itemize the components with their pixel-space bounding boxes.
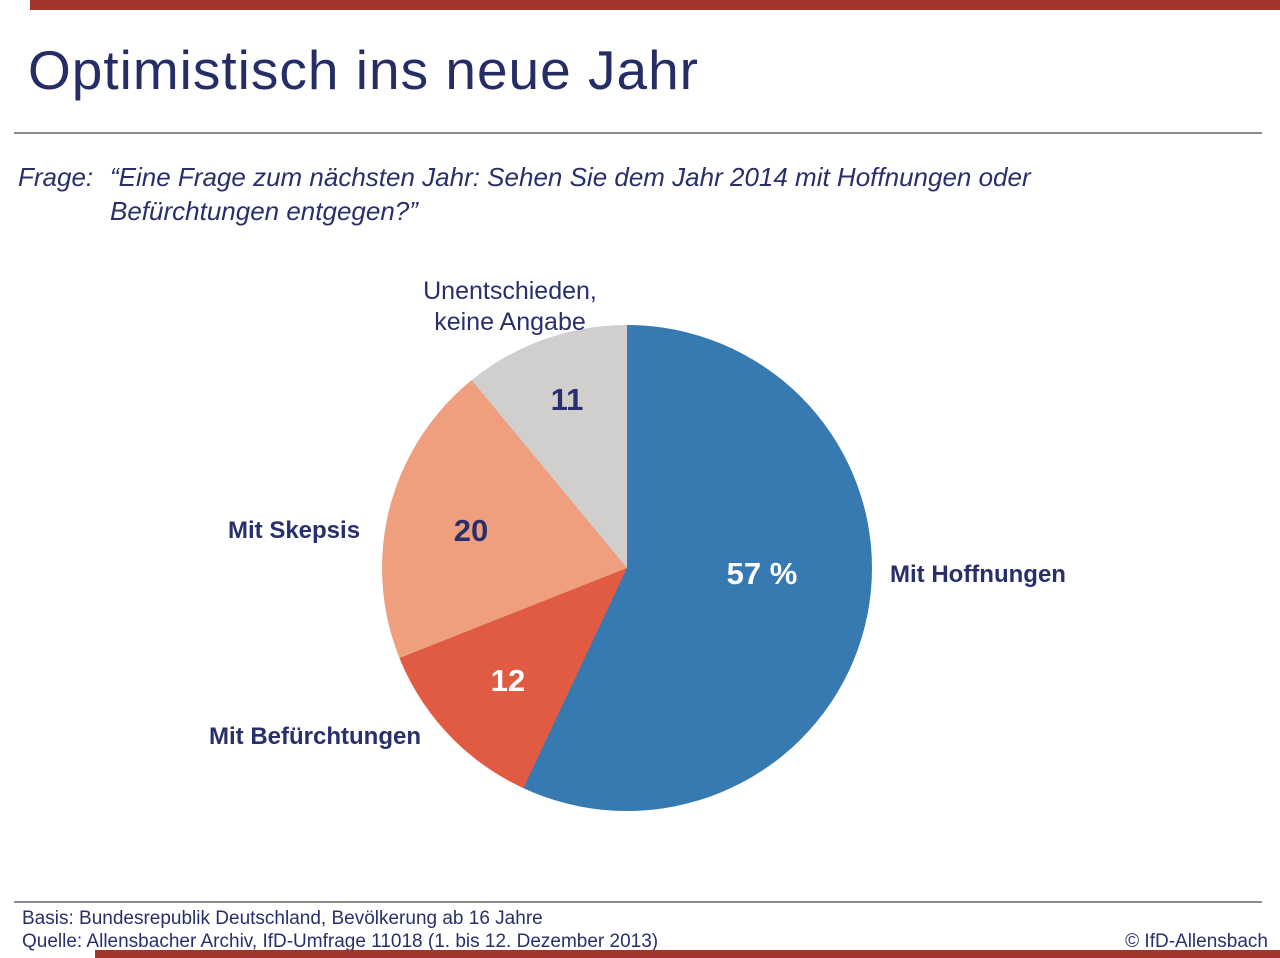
basis-note: Basis: Bundesrepublik Deutschland, Bevöl… bbox=[22, 908, 543, 929]
source-note: Quelle: Allensbacher Archiv, IfD-Umfrage… bbox=[22, 931, 659, 952]
pie-value-mit-befuerchtungen: 12 bbox=[490, 663, 526, 698]
pie-label-unentschieden: Unentschieden, keine Angabe bbox=[423, 276, 597, 338]
pie-label-unentschieden-line: Unentschieden, bbox=[423, 277, 597, 305]
question-label: Frage: bbox=[18, 162, 94, 192]
footer-separator-line bbox=[14, 901, 1262, 903]
pie-value-mit-skepsis: 20 bbox=[453, 513, 489, 548]
pie-value-mit-hoffnungen: 57 % bbox=[726, 556, 798, 591]
top-accent-bar bbox=[30, 0, 1280, 10]
question-text: “Eine Frage zum nächsten Jahr: Sehen Sie… bbox=[110, 162, 1031, 226]
pie-label-mit-skepsis: Mit Skepsis bbox=[228, 517, 361, 544]
pie-label-mit-hoffnungen: Mit Hoffnungen bbox=[890, 561, 1066, 588]
pie-label-unentschieden-line: keine Angabe bbox=[434, 308, 586, 336]
copyright-note: © IfD-Allensbach bbox=[1125, 931, 1268, 952]
pie-value-unentschieden: 11 bbox=[550, 382, 584, 417]
survey-question: Frage: “Eine Frage zum nächsten Jahr: Se… bbox=[18, 160, 1178, 228]
bottom-accent-bar bbox=[95, 950, 1280, 958]
pie-label-mit-befuerchtungen: Mit Befürchtungen bbox=[209, 723, 421, 750]
page-title: Optimistisch ins neue Jahr bbox=[28, 39, 699, 101]
pie-chart bbox=[382, 325, 872, 811]
title-separator-line bbox=[14, 132, 1262, 134]
